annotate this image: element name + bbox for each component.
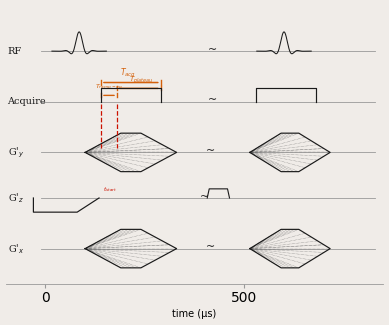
Text: $t_{start}$: $t_{start}$ [103, 185, 117, 194]
Text: G$'_x$: G$'_x$ [7, 242, 24, 255]
Text: G$'_y$: G$'_y$ [7, 145, 24, 160]
Text: $T_{plateau}$: $T_{plateau}$ [128, 74, 153, 86]
Text: $T_{ramp-up}$: $T_{ramp-up}$ [95, 83, 123, 93]
Text: RF: RF [7, 46, 22, 56]
Text: ~: ~ [206, 146, 215, 156]
Text: Acquire: Acquire [7, 97, 46, 106]
X-axis label: time (μs): time (μs) [172, 309, 217, 319]
Text: $T_{acq}$: $T_{acq}$ [120, 67, 136, 80]
Text: ~: ~ [206, 242, 215, 252]
Text: ~: ~ [208, 95, 217, 105]
Text: ~: ~ [208, 45, 217, 55]
Text: ~: ~ [200, 191, 209, 202]
Text: G$'_z$: G$'_z$ [7, 191, 24, 205]
